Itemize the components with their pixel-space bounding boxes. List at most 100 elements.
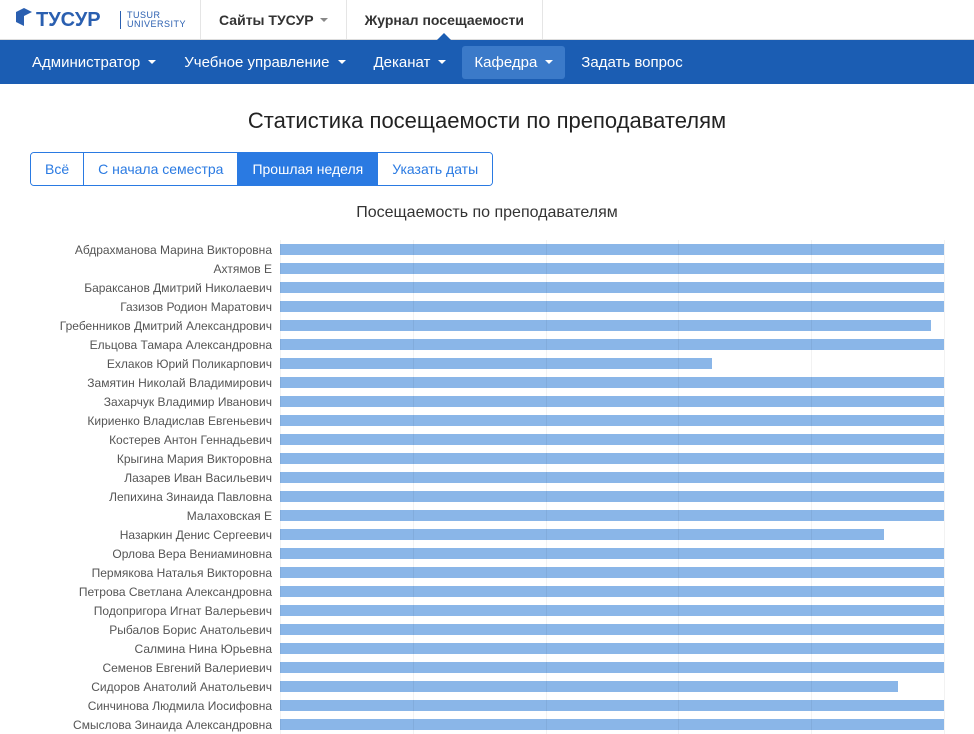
chart-row-label: Замятин Николай Владимирович: [0, 376, 280, 390]
chart-bar: [280, 643, 944, 654]
chart-row-label: Лазарев Иван Васильевич: [0, 471, 280, 485]
chart-bar-area: [280, 259, 944, 278]
chart-bar: [280, 586, 944, 597]
chart-row: Гребенников Дмитрий Александрович: [0, 316, 944, 335]
chart-bar-area: [280, 487, 944, 506]
chart-bar-area: [280, 449, 944, 468]
chart-bar: [280, 681, 898, 692]
chart-bar: [280, 510, 944, 521]
chart-row: Сидоров Анатолий Анатольевич: [0, 677, 944, 696]
chart-bar: [280, 301, 944, 312]
chart-row: Салмина Нина Юрьевна: [0, 639, 944, 658]
chart-bar: [280, 472, 944, 483]
chart-row-label: Абдрахманова Марина Викторовна: [0, 243, 280, 257]
chart-row-label: Назаркин Денис Сергеевич: [0, 528, 280, 542]
chart-row-label: Ельцова Тамара Александровна: [0, 338, 280, 352]
chart-row: Лазарев Иван Васильевич: [0, 468, 944, 487]
chart-row: Кириенко Владислав Евгеньевич: [0, 411, 944, 430]
chart-bar: [280, 396, 944, 407]
chart-bar: [280, 529, 884, 540]
chart-row: Костерев Антон Геннадьевич: [0, 430, 944, 449]
filter-last-week[interactable]: Прошлая неделя: [238, 153, 378, 185]
chart-bar: [280, 377, 944, 388]
chart-bar-area: [280, 544, 944, 563]
chart-bar: [280, 605, 944, 616]
chart-bar-area: [280, 639, 944, 658]
chart-row-label: Семенов Евгений Валериевич: [0, 661, 280, 675]
nav-academic[interactable]: Учебное управление: [172, 46, 357, 79]
chart-row: Лепихина Зинаида Павловна: [0, 487, 944, 506]
chart-bar-area: [280, 525, 944, 544]
chart-bar: [280, 453, 944, 464]
chart-bar: [280, 548, 944, 559]
chart-row-label: Пермякова Наталья Викторовна: [0, 566, 280, 580]
chart-bar: [280, 282, 944, 293]
chart-row-label: Синчинова Людмила Иосифовна: [0, 699, 280, 713]
sites-dropdown[interactable]: Сайты ТУСУР: [201, 0, 347, 39]
chart-bar-area: [280, 715, 944, 734]
filter-all[interactable]: Всё: [31, 153, 84, 185]
chevron-down-icon: [320, 18, 328, 22]
chart-bar: [280, 320, 931, 331]
chart-bar: [280, 700, 944, 711]
nav-deanery[interactable]: Деканат: [362, 46, 459, 79]
chevron-down-icon: [545, 60, 553, 64]
chart-row-label: Ехлаков Юрий Поликарпович: [0, 357, 280, 371]
chart-bar-area: [280, 430, 944, 449]
chart-bar: [280, 624, 944, 635]
nav-admin[interactable]: Администратор: [20, 46, 168, 79]
chart-bar-area: [280, 468, 944, 487]
chart-bar: [280, 339, 944, 350]
chart-row-label: Малаховская Е: [0, 509, 280, 523]
chart-row-label: Гребенников Дмитрий Александрович: [0, 319, 280, 333]
logo-text: ТУСУР: [36, 9, 101, 31]
chart-bar-area: [280, 582, 944, 601]
logo-subtitle: TUSUR UNIVERSITY: [120, 11, 186, 29]
chart-row: Ельцова Тамара Александровна: [0, 335, 944, 354]
chart-bar-area: [280, 677, 944, 696]
chart-bar-area: [280, 240, 944, 259]
chart-row: Абдрахманова Марина Викторовна: [0, 240, 944, 259]
chart-row: Крыгина Мария Викторовна: [0, 449, 944, 468]
chart-row: Рыбалов Борис Анатольевич: [0, 620, 944, 639]
chart-row: Смыслова Зинаида Александровна: [0, 715, 944, 734]
chart-bar-area: [280, 335, 944, 354]
journal-link[interactable]: Журнал посещаемости: [347, 0, 543, 39]
chart-bar-area: [280, 563, 944, 582]
chart-row-label: Лепихина Зинаида Павловна: [0, 490, 280, 504]
chart-row: Назаркин Денис Сергеевич: [0, 525, 944, 544]
chart-bar-area: [280, 696, 944, 715]
nav-ask[interactable]: Задать вопрос: [569, 46, 694, 79]
chevron-down-icon: [338, 60, 346, 64]
chart-row-label: Захарчук Владимир Иванович: [0, 395, 280, 409]
chart-row-label: Смыслова Зинаида Александровна: [0, 718, 280, 732]
chart-row-label: Крыгина Мария Викторовна: [0, 452, 280, 466]
chart-row-label: Орлова Вера Вениаминовна: [0, 547, 280, 561]
nav-department[interactable]: Кафедра: [462, 46, 565, 79]
chart-row-label: Петрова Светлана Александровна: [0, 585, 280, 599]
chart-row-label: Подопригора Игнат Валерьевич: [0, 604, 280, 618]
filter-since-semester[interactable]: С начала семестра: [84, 153, 238, 185]
chart-bar-area: [280, 354, 944, 373]
chart-bar-area: [280, 278, 944, 297]
page-title: Статистика посещаемости по преподавателя…: [0, 108, 974, 134]
logo[interactable]: ТУСУР TUSUR UNIVERSITY: [0, 0, 201, 39]
chart-row-label: Газизов Родион Маратович: [0, 300, 280, 314]
logo-icon: ТУСУР: [14, 6, 114, 34]
chart-bar-area: [280, 411, 944, 430]
chart-title: Посещаемость по преподавателям: [0, 204, 974, 222]
filter-specify-dates[interactable]: Указать даты: [378, 153, 492, 185]
top-bar: ТУСУР TUSUR UNIVERSITY Сайты ТУСУР Журна…: [0, 0, 974, 40]
chart-bar-area: [280, 373, 944, 392]
chart-bar: [280, 434, 944, 445]
chart-row: Ехлаков Юрий Поликарпович: [0, 354, 944, 373]
chart-bar-area: [280, 316, 944, 335]
chart-bar: [280, 415, 944, 426]
attendance-chart: Абдрахманова Марина ВикторовнаАхтямов ЕБ…: [0, 240, 974, 734]
chart-bar-area: [280, 297, 944, 316]
chart-bar: [280, 662, 944, 673]
chart-row-label: Ахтямов Е: [0, 262, 280, 276]
chart-bar-area: [280, 392, 944, 411]
chart-row-label: Сидоров Анатолий Анатольевич: [0, 680, 280, 694]
chart-row: Замятин Николай Владимирович: [0, 373, 944, 392]
